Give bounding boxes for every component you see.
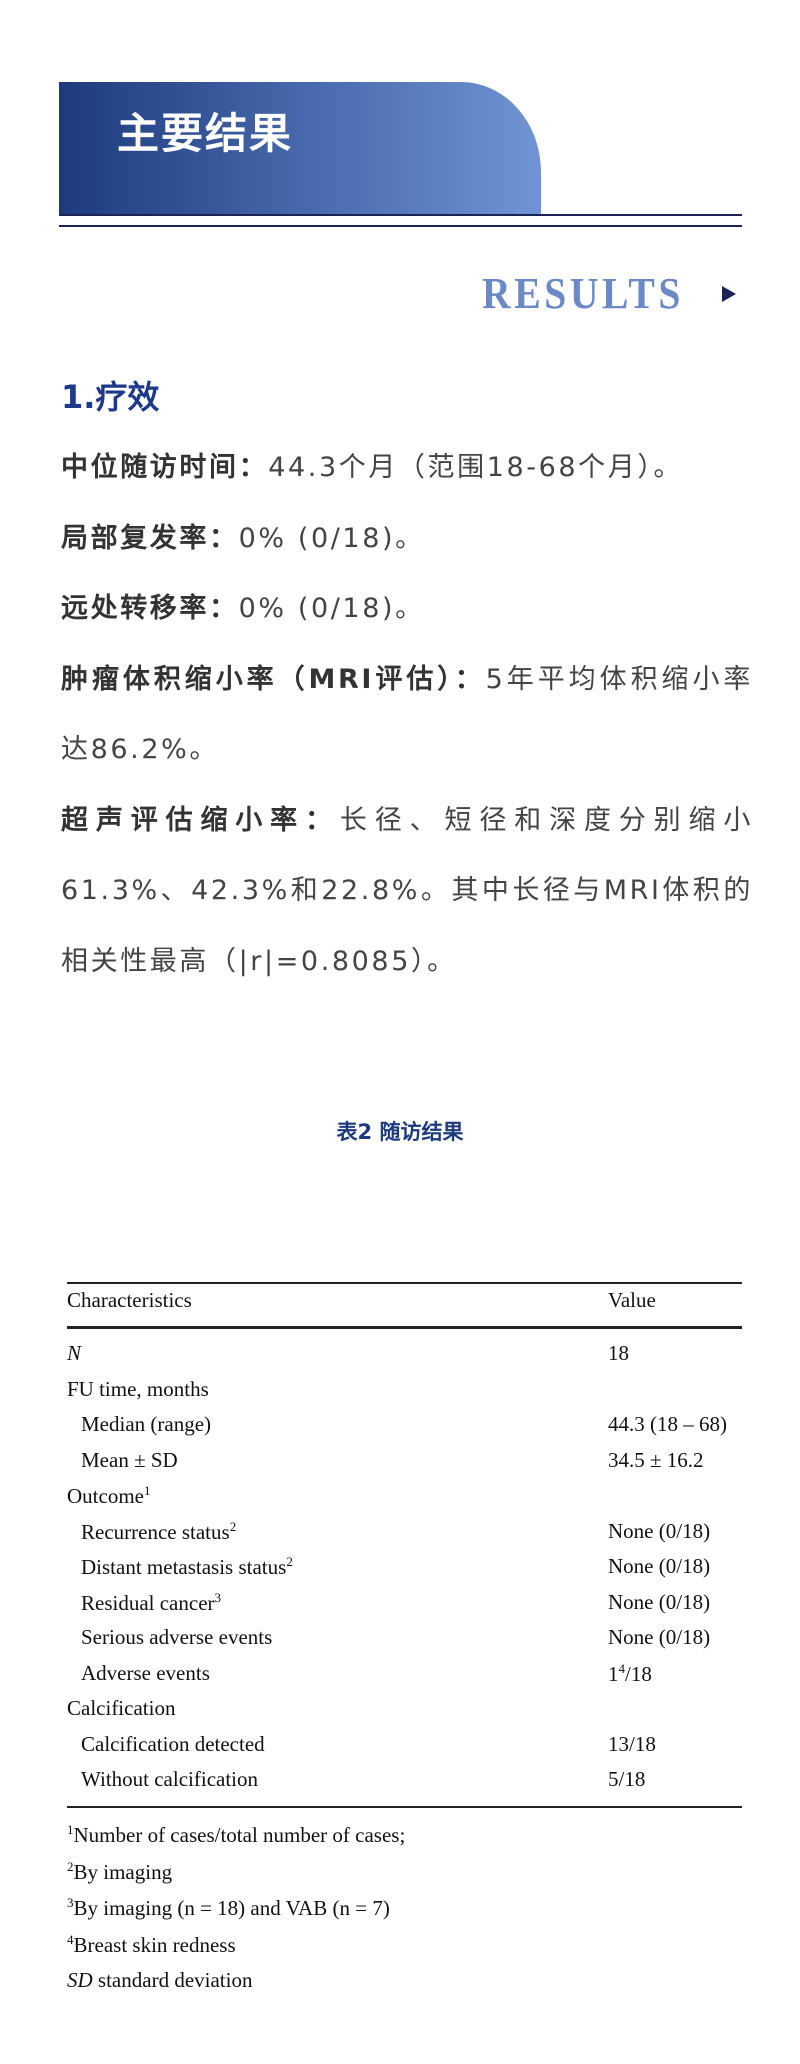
- row-value: 34.5 ± 16.2: [608, 1448, 704, 1473]
- results-heading: RESULTS: [482, 269, 685, 318]
- footnote-mark: 1: [143, 1483, 151, 1498]
- item-label: 超声评估缩小率：: [61, 804, 340, 836]
- row-label: N: [67, 1341, 81, 1366]
- item-label: 肿瘤体积缩小率（MRI评估）：: [61, 663, 486, 695]
- row-label-text: FU time, months: [67, 1376, 209, 1401]
- item-label: 远处转移率：: [61, 593, 239, 624]
- footnote-text: Breast skin redness: [73, 1932, 236, 1957]
- footnote-mark: 3: [67, 1895, 74, 1910]
- row-label-text: Without calcification: [81, 1767, 259, 1791]
- footnote: 3By imaging (n = 18) and VAB (n = 7): [67, 1895, 390, 1921]
- footnote: SD standard deviation: [67, 1968, 252, 1993]
- results-body: 中位随访时间：44.3个月（范围18-68个月）。 局部复发率：0% (0/18…: [61, 433, 753, 997]
- column-header-characteristics: Characteristics: [67, 1288, 192, 1312]
- item-text: 44.3个月（范围18-68个月）。: [268, 452, 684, 483]
- divider: [59, 225, 742, 227]
- footnote-mark: SD: [67, 1968, 93, 1992]
- footnote: 4Breast skin redness: [67, 1932, 236, 1958]
- footnote-mark: 4: [618, 1660, 626, 1676]
- row-label: FU time, months: [67, 1377, 209, 1402]
- row-label: Outcome1: [67, 1483, 150, 1509]
- result-item: 超声评估缩小率：长径、短径和深度分别缩小61.3%、42.3%和22.8%。其中…: [61, 786, 753, 998]
- row-value: 14/18: [608, 1661, 652, 1687]
- footnote-mark: 1: [67, 1822, 74, 1837]
- row-value: 5/18: [608, 1767, 645, 1792]
- footnote-mark: 2: [67, 1858, 74, 1874]
- row-label: Without calcification: [81, 1767, 258, 1792]
- footnote: 2By imaging: [67, 1859, 172, 1885]
- row-label-text: Mean ± SD: [81, 1447, 178, 1472]
- item-text: 0% (0/18)。: [238, 522, 425, 554]
- row-label: Median (range): [81, 1412, 211, 1437]
- section-banner: 主要结果: [59, 82, 541, 214]
- footnote-mark: 2: [286, 1554, 293, 1569]
- footnote-mark: 4: [67, 1931, 74, 1947]
- row-label-text: Adverse events: [81, 1660, 210, 1685]
- divider: [59, 214, 742, 216]
- table-top-rule: [67, 1282, 742, 1284]
- row-value-text: 13/18: [608, 1731, 656, 1756]
- row-value-text: None (0/18): [608, 1625, 711, 1649]
- row-value: 44.3 (18 – 68): [608, 1412, 727, 1437]
- footnote-mark: 2: [229, 1518, 237, 1534]
- row-value-text: None (0/18): [608, 1589, 711, 1614]
- footnote: 1Number of cases/total number of cases;: [67, 1822, 405, 1848]
- row-label-text: Distant metastasis status: [81, 1555, 287, 1579]
- row-label-text: Calcification: [67, 1696, 176, 1720]
- column-header-value: Value: [608, 1288, 656, 1312]
- row-label-text: Residual cancer: [81, 1590, 215, 1615]
- table-bottom-rule: [67, 1806, 742, 1808]
- row-value: 18: [608, 1341, 629, 1366]
- item-text: 0% (0/18)。: [238, 593, 425, 624]
- row-label: Residual cancer3: [81, 1590, 221, 1616]
- row-label: Adverse events: [81, 1661, 210, 1686]
- item-text: 5年平均体积缩小率达86.2%。: [61, 663, 753, 766]
- footnote-text: By imaging (n = 18) and VAB (n = 7): [73, 1896, 390, 1920]
- row-label-text: Recurrence status: [81, 1519, 230, 1544]
- banner-title: 主要结果: [117, 109, 294, 158]
- row-value-text: 44.3 (18 – 68): [608, 1412, 727, 1436]
- row-label-text: Serious adverse events: [81, 1625, 273, 1649]
- row-label: Calcification detected: [81, 1732, 265, 1757]
- row-value-text: None (0/18): [608, 1518, 711, 1543]
- triangle-right-icon: [722, 286, 736, 302]
- row-value-text: 5/18: [608, 1767, 646, 1791]
- table-header-rule: [67, 1326, 742, 1329]
- row-label-text: N: [67, 1341, 82, 1365]
- footnote-text: By imaging: [73, 1859, 173, 1884]
- row-value: None (0/18): [608, 1519, 710, 1544]
- section-title: 1.疗效: [61, 378, 160, 416]
- footnote-text: standard deviation: [92, 1968, 253, 1992]
- footnote-mark: 3: [214, 1589, 222, 1605]
- row-label: Calcification: [67, 1696, 175, 1721]
- row-value-rest: /18: [625, 1661, 652, 1686]
- row-label: Serious adverse events: [81, 1625, 272, 1650]
- result-item: 中位随访时间：44.3个月（范围18-68个月）。: [61, 433, 753, 504]
- row-value-text: 34.5 ± 16.2: [608, 1447, 704, 1472]
- result-item: 远处转移率：0% (0/18)。: [61, 574, 753, 645]
- row-value: 13/18: [608, 1732, 656, 1757]
- item-label: 中位随访时间：: [61, 452, 269, 483]
- row-value: None (0/18): [608, 1625, 710, 1650]
- row-label: Distant metastasis status2: [81, 1554, 293, 1580]
- row-value: None (0/18): [608, 1590, 710, 1615]
- item-label: 局部复发率：: [61, 522, 239, 554]
- row-label-text: Outcome: [67, 1484, 144, 1508]
- table-caption: 表2 随访结果: [336, 1120, 464, 1144]
- row-value-text: 1: [608, 1661, 619, 1686]
- result-item: 局部复发率：0% (0/18)。: [61, 504, 753, 575]
- row-value-text: None (0/18): [608, 1554, 711, 1578]
- result-item: 肿瘤体积缩小率（MRI评估）：5年平均体积缩小率达86.2%。: [61, 645, 753, 786]
- row-label-text: Median (range): [81, 1412, 212, 1436]
- row-label-text: Calcification detected: [81, 1731, 265, 1756]
- item-text: 长径、短径和深度分别缩小61.3%、42.3%和22.8%。其中长径与MRI体积…: [61, 804, 753, 977]
- row-value: None (0/18): [608, 1554, 710, 1579]
- footnote-text: Number of cases/total number of cases;: [73, 1823, 406, 1847]
- row-label: Recurrence status2: [81, 1519, 236, 1545]
- row-value-text: 18: [608, 1341, 629, 1365]
- row-label: Mean ± SD: [81, 1448, 178, 1473]
